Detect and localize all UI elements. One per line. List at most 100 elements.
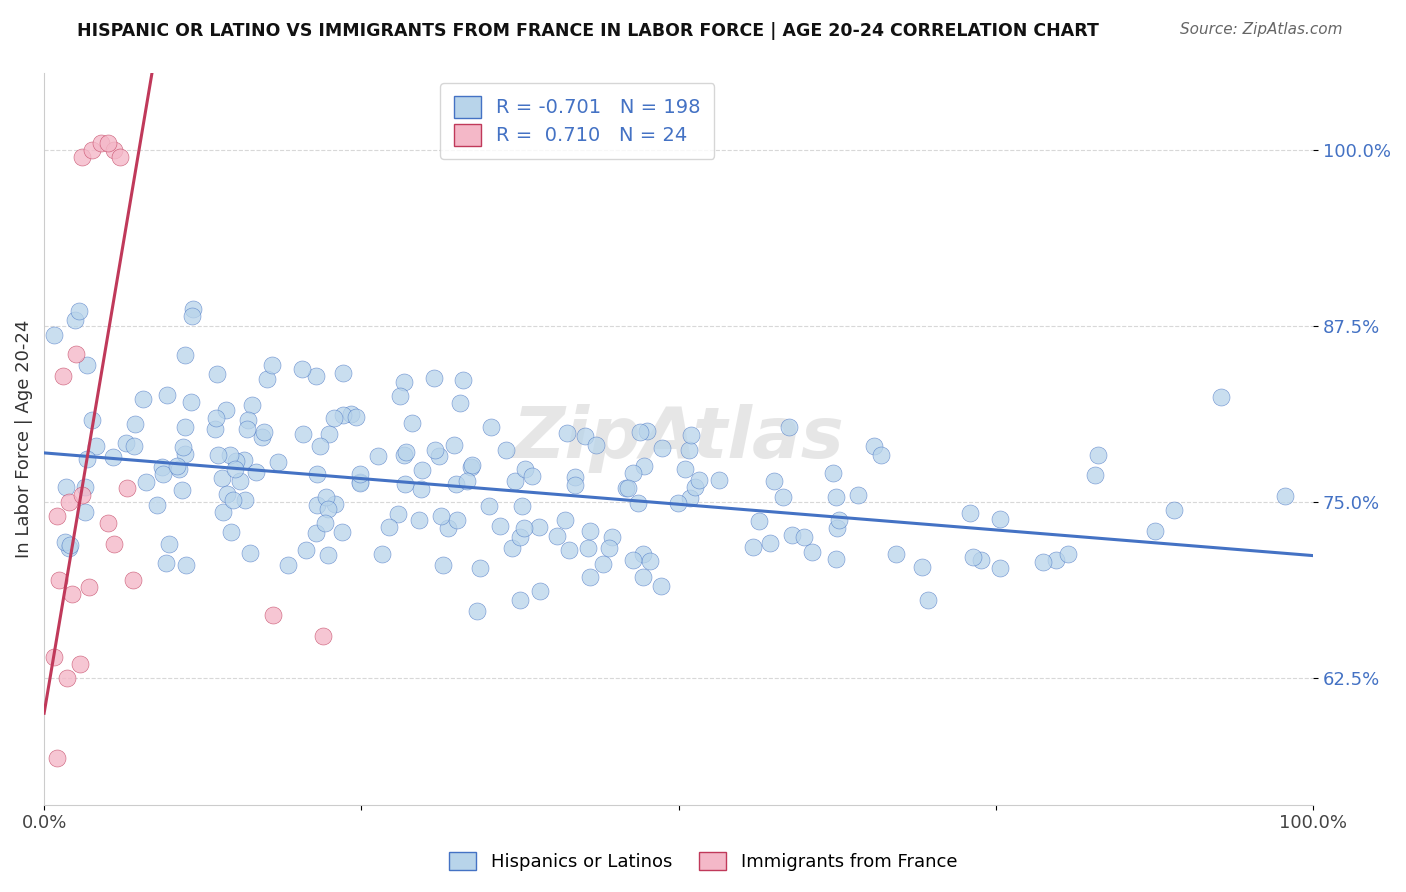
Point bbox=[82, 144, 104, 158]
Point bbox=[174, 420, 197, 434]
Point bbox=[742, 541, 765, 555]
Point bbox=[683, 480, 706, 494]
Point bbox=[555, 425, 578, 440]
Point bbox=[436, 521, 458, 535]
Point bbox=[564, 477, 586, 491]
Point bbox=[869, 448, 891, 462]
Point bbox=[621, 466, 644, 480]
Point bbox=[1274, 489, 1296, 503]
Point bbox=[349, 467, 371, 481]
Point bbox=[312, 629, 335, 643]
Point bbox=[443, 438, 465, 452]
Point bbox=[314, 516, 336, 530]
Point bbox=[478, 499, 501, 513]
Point bbox=[132, 392, 155, 406]
Text: Source: ZipAtlas.com: Source: ZipAtlas.com bbox=[1180, 22, 1343, 37]
Point bbox=[250, 430, 273, 444]
Point bbox=[307, 467, 329, 481]
Point bbox=[370, 547, 392, 561]
Point bbox=[778, 420, 800, 434]
Point bbox=[267, 455, 290, 469]
Point bbox=[630, 425, 652, 439]
Point bbox=[181, 302, 204, 317]
Point bbox=[513, 462, 536, 476]
Point bbox=[207, 449, 229, 463]
Point bbox=[503, 474, 526, 488]
Point bbox=[84, 439, 107, 453]
Point bbox=[427, 449, 450, 463]
Point bbox=[423, 371, 446, 385]
Point bbox=[451, 373, 474, 387]
Point bbox=[827, 521, 849, 535]
Point bbox=[1209, 390, 1232, 404]
Point bbox=[863, 439, 886, 453]
Point bbox=[103, 537, 125, 551]
Point bbox=[292, 427, 315, 442]
Point bbox=[167, 462, 190, 476]
Point bbox=[76, 358, 98, 372]
Point bbox=[633, 458, 655, 473]
Y-axis label: In Labor Force | Age 20-24: In Labor Force | Age 20-24 bbox=[15, 319, 32, 558]
Point bbox=[1143, 524, 1166, 538]
Point bbox=[821, 466, 844, 480]
Point bbox=[52, 368, 75, 383]
Point bbox=[495, 442, 517, 457]
Point bbox=[801, 545, 824, 559]
Point bbox=[446, 512, 468, 526]
Point bbox=[172, 440, 194, 454]
Point bbox=[204, 422, 226, 436]
Point bbox=[772, 490, 794, 504]
Point bbox=[513, 521, 536, 535]
Point bbox=[673, 461, 696, 475]
Point bbox=[65, 347, 87, 361]
Point bbox=[59, 538, 82, 552]
Point bbox=[76, 452, 98, 467]
Point bbox=[73, 505, 96, 519]
Point bbox=[239, 546, 262, 560]
Point bbox=[564, 469, 586, 483]
Point bbox=[262, 607, 284, 622]
Point bbox=[598, 541, 620, 555]
Point bbox=[747, 514, 769, 528]
Point bbox=[155, 557, 177, 571]
Point bbox=[67, 303, 90, 318]
Point bbox=[509, 530, 531, 544]
Point bbox=[305, 499, 328, 513]
Point bbox=[666, 495, 689, 509]
Point bbox=[218, 448, 240, 462]
Point bbox=[709, 473, 731, 487]
Point bbox=[430, 508, 453, 523]
Point bbox=[173, 447, 195, 461]
Point bbox=[174, 558, 197, 573]
Point bbox=[780, 528, 803, 542]
Point bbox=[225, 454, 247, 468]
Point bbox=[576, 541, 599, 555]
Point bbox=[63, 312, 86, 326]
Point bbox=[827, 512, 849, 526]
Point bbox=[578, 570, 600, 584]
Point bbox=[224, 462, 246, 476]
Point bbox=[401, 416, 423, 430]
Point bbox=[640, 554, 662, 568]
Point bbox=[295, 542, 318, 557]
Point bbox=[304, 369, 326, 384]
Point bbox=[256, 372, 278, 386]
Point bbox=[678, 442, 700, 457]
Point bbox=[522, 468, 544, 483]
Point bbox=[1084, 467, 1107, 482]
Point bbox=[884, 547, 907, 561]
Point bbox=[825, 490, 848, 504]
Point bbox=[1163, 503, 1185, 517]
Point bbox=[308, 439, 330, 453]
Point bbox=[558, 542, 581, 557]
Point bbox=[45, 751, 67, 765]
Point bbox=[489, 519, 512, 533]
Point bbox=[509, 593, 531, 607]
Point bbox=[44, 327, 66, 342]
Point bbox=[825, 551, 848, 566]
Point bbox=[392, 375, 415, 389]
Point bbox=[387, 507, 409, 521]
Point bbox=[315, 490, 337, 504]
Point bbox=[617, 481, 640, 495]
Point bbox=[349, 475, 371, 490]
